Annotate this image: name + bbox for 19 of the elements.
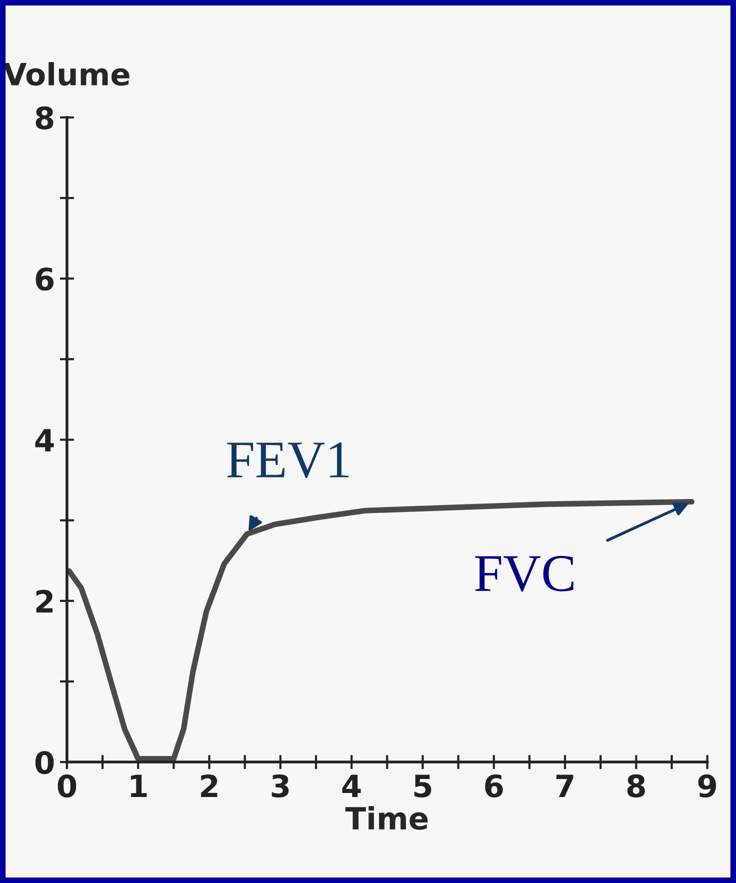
y-tick-label: 6	[36, 268, 54, 291]
y-tick-label: 8	[36, 106, 54, 130]
annotation: FEV1	[227, 442, 349, 478]
y-tick-label: 4	[35, 429, 54, 452]
y-tick-label: 2	[36, 590, 53, 612]
x-tick-label: 5	[414, 774, 432, 798]
y-axis-title: Volume	[3, 62, 130, 86]
x-tick-label: 2	[201, 774, 218, 798]
x-tick-label: 4	[342, 774, 361, 798]
x-tick-label: 7	[556, 774, 574, 798]
x-tick-label: 0	[58, 774, 76, 798]
x-tick-label: 8	[627, 774, 645, 798]
annotation: FVC	[475, 556, 574, 592]
x-tick-label: 1	[130, 774, 147, 798]
x-tick-label: 6	[485, 774, 503, 798]
x-tick-label: 3	[272, 774, 289, 798]
x-axis-title: Time	[345, 806, 428, 830]
x-tick-label: 9	[698, 774, 716, 798]
y-tick-label: 0	[35, 750, 54, 774]
